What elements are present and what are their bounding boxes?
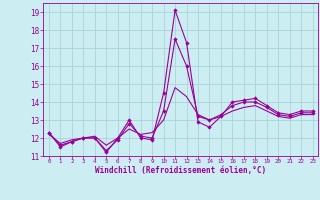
X-axis label: Windchill (Refroidissement éolien,°C): Windchill (Refroidissement éolien,°C) xyxy=(95,166,266,175)
